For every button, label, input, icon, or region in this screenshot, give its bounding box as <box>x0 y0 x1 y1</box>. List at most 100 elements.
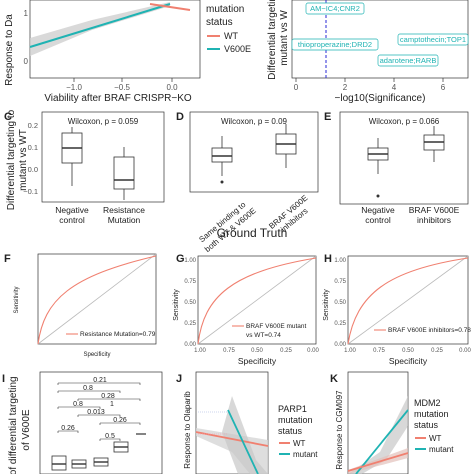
i-ylabel: of V600E <box>21 409 32 450</box>
j-legend-item: WT <box>293 439 306 448</box>
i-pval: 0.8 <box>73 401 83 408</box>
k-ci-band-wt <box>348 448 408 474</box>
e-plot-frame <box>339 111 469 205</box>
panel-letter-h: H <box>324 253 332 265</box>
panel-letter-i: I <box>2 373 5 385</box>
e-stat: Wilcoxon, p = 0.066 <box>369 117 440 126</box>
b-xtick: 0 <box>294 83 299 92</box>
svg-text:AM−IC4;CNR2: AM−IC4;CNR2 <box>310 4 360 13</box>
ground-truth-heading: Ground Truth <box>217 226 288 240</box>
panel-letter-k: K <box>330 373 338 385</box>
j-legend-title: status <box>278 426 303 436</box>
box-ylabel: mutant vs WT <box>18 129 29 191</box>
b-label-cnr2: AM−IC4;CNR2 <box>305 2 365 15</box>
k-mutant-line <box>355 409 409 474</box>
c-box-negative <box>61 127 83 186</box>
g-xtick: 0.00 <box>307 348 319 354</box>
i-brackets <box>57 382 141 441</box>
i-ylabel: h of differential targeting <box>8 376 19 474</box>
i-pval: 0.8 <box>83 385 93 392</box>
k-legend-item: mutant <box>429 445 454 454</box>
a-legend-item: V600E <box>224 44 251 54</box>
a-ytick: 0 <box>24 57 29 66</box>
b-label-top1: camptothecin;TOP1 <box>397 33 469 46</box>
a-xtick: 0.0 <box>166 83 178 92</box>
h-ytick: 0.50 <box>334 300 346 306</box>
c-cat: control <box>59 215 85 225</box>
h-xtick: 0.75 <box>373 348 385 354</box>
i-pval: 0.013 <box>87 409 105 416</box>
i-pval: 0.26 <box>61 425 75 432</box>
g-xlabel: Specificity <box>238 356 277 366</box>
k-legend-title: mutation <box>414 409 449 419</box>
b-xlabel: −log10(Significance) <box>335 93 426 104</box>
b-label-drd2: thioproperazine;DRD2 <box>291 38 379 51</box>
g-ytick: 1.00 <box>184 258 196 264</box>
g-xtick: 0.25 <box>280 348 292 354</box>
g-ytick: 0.25 <box>184 321 196 327</box>
box-ytick: 0.0 <box>28 165 38 174</box>
panel-letter-d: D <box>176 111 184 123</box>
h-ytick: 0.75 <box>334 279 346 285</box>
e-cat: BRAF V600E <box>409 205 460 215</box>
h-xtick: 0.00 <box>459 348 471 354</box>
panel-letter-g: G <box>176 253 185 265</box>
b-xtick: 2 <box>343 83 348 92</box>
d-box-inhibitors <box>275 124 297 168</box>
b-xtick: 6 <box>441 83 446 92</box>
i-pval: 0.5 <box>105 433 115 440</box>
g-ytick: 0.50 <box>184 300 196 306</box>
i-pval: 0.21 <box>93 377 107 384</box>
k-wt-line <box>347 452 409 472</box>
f-xlabel: Specificity <box>83 352 110 358</box>
d-plot-frame <box>189 111 319 193</box>
a-legend-item: WT <box>224 31 238 41</box>
h-ytick: 0.00 <box>334 342 346 348</box>
h-roc-curve <box>347 257 469 345</box>
f-legend: Resistance Mutation=0.79 <box>80 331 156 338</box>
h-xlabel: Specificity <box>389 356 428 366</box>
g-xtick: 1.00 <box>194 348 206 354</box>
panel-a: Response to Da 1 0 −1.0 −0.5 0.0 Viabili… <box>4 0 251 104</box>
h-xtick: 1.00 <box>344 348 356 354</box>
g-xtick: 0.50 <box>251 348 263 354</box>
box-ytick: 0.2 <box>28 121 38 130</box>
g-legend: vs WT=0.74 <box>246 332 281 339</box>
row-bottom: I h of differential targeting of V600E 0… <box>2 371 454 474</box>
f-roc-curve <box>37 255 157 345</box>
g-legend: BRAF V600E mutant <box>246 323 307 330</box>
e-cat: inhibitors <box>417 215 451 225</box>
h-ylabel: Sensitivity <box>323 289 330 321</box>
f-diagonal <box>37 253 157 345</box>
g-ylabel: Sensitivity <box>173 289 180 321</box>
h-xtick: 0.25 <box>431 348 443 354</box>
h-legend: BRAF V600E inhibitors=0.78 <box>388 327 471 334</box>
row-roc: F G H Sensitivity Resistance Mutation=0.… <box>4 253 471 366</box>
b-ylabel: mutant vs W <box>279 10 290 66</box>
a-xtick: −1.0 <box>66 83 82 92</box>
h-xtick: 0.50 <box>402 348 414 354</box>
i-pval: 0.26 <box>113 417 127 424</box>
svg-text:camptothecin;TOP1: camptothecin;TOP1 <box>400 35 466 44</box>
panel-letter-j: J <box>176 373 182 385</box>
j-legend-title: PARP1 <box>278 404 307 414</box>
j-ylabel: Response to Olaparib <box>183 391 192 469</box>
a-xlabel: Viability after BRAF CRISPR−KO <box>44 93 192 104</box>
c-stat: Wilcoxon, p = 0.059 <box>68 117 139 126</box>
k-legend-title: status <box>414 420 439 430</box>
a-xtick: −0.5 <box>114 83 130 92</box>
k-ci-band <box>348 396 408 474</box>
i-pval: 1 <box>110 401 114 408</box>
box-ytick: 0.1 <box>28 143 38 152</box>
row-boxplots: C D E Differential targeting to mutant v… <box>4 109 469 254</box>
panel-letter-e: E <box>324 111 331 123</box>
j-ci-band-mutant <box>222 396 268 474</box>
c-box-resistance <box>113 147 135 200</box>
j-mutant-line <box>227 409 259 474</box>
c-cat: Resistance <box>103 205 145 215</box>
panel-letter-c: C <box>4 111 12 123</box>
i-boxes <box>51 433 146 471</box>
c-cat: Mutation <box>108 215 141 225</box>
j-wt-line <box>195 431 269 447</box>
